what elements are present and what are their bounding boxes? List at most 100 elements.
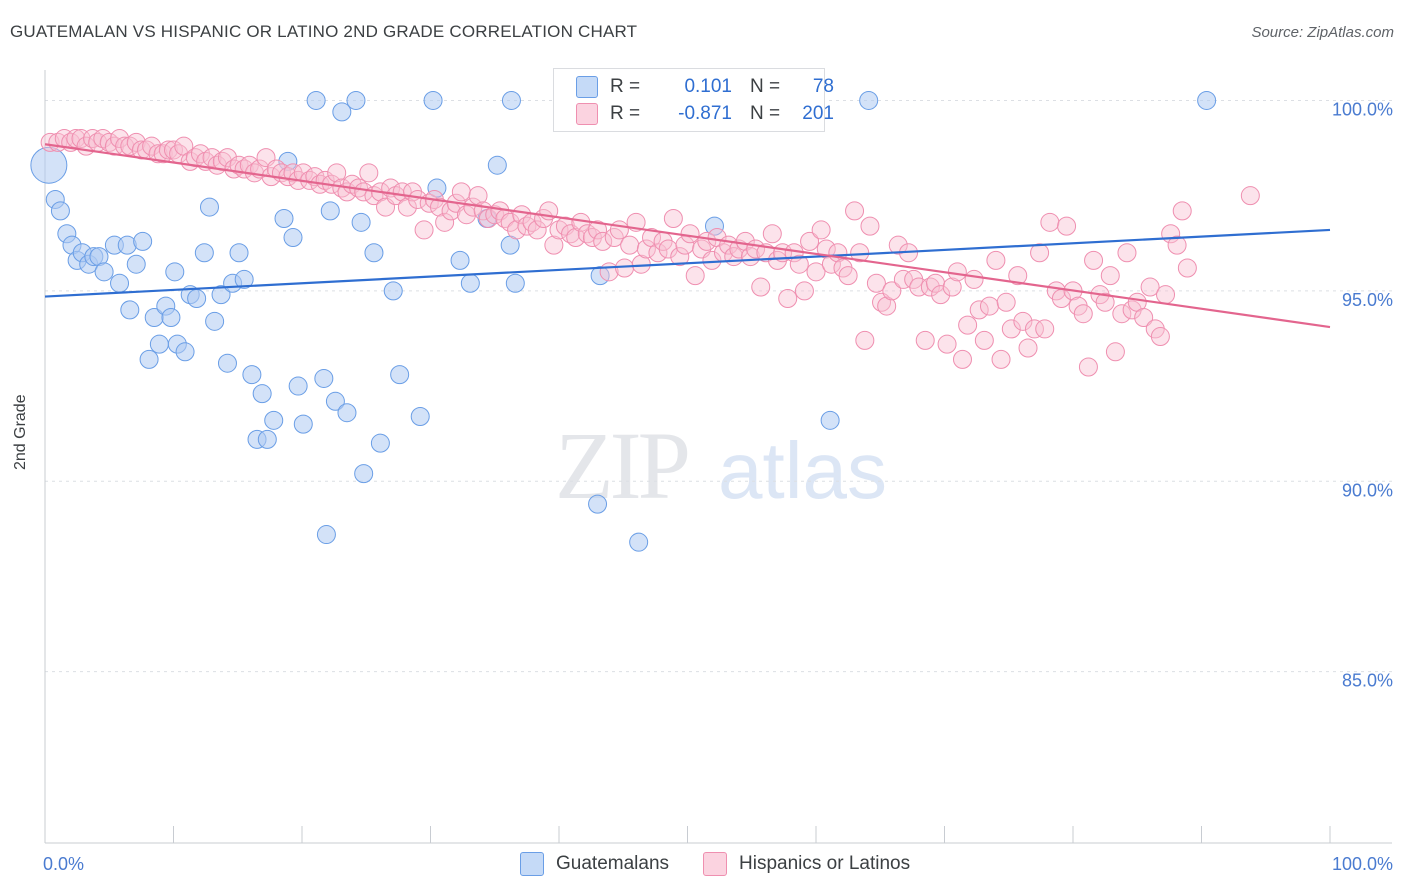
hispanic-point xyxy=(1057,216,1077,236)
hispanic-point xyxy=(1040,212,1060,232)
hispanic-point xyxy=(1084,250,1104,270)
hispanic-point xyxy=(229,155,249,175)
hispanic-point xyxy=(648,243,668,263)
guatemalan-point xyxy=(314,368,334,388)
hispanic-point xyxy=(414,220,434,240)
guatemalan-point xyxy=(460,273,480,293)
guatemalan-point xyxy=(194,243,214,263)
hispanic-point xyxy=(680,224,700,244)
hispanic-point xyxy=(1018,338,1038,358)
x-tick-label: 0.0% xyxy=(43,854,84,874)
hispanic-point xyxy=(636,239,656,259)
guatemalan-point xyxy=(704,216,724,236)
hispanic-point xyxy=(860,216,880,236)
hispanic-point xyxy=(164,140,183,160)
guatemalan-point xyxy=(264,410,284,430)
guatemalan-point xyxy=(199,197,219,217)
guatemalan-point xyxy=(423,90,443,110)
hispanic-point xyxy=(974,330,994,350)
hispanic-point xyxy=(588,220,608,240)
legend-swatch-guatemalans xyxy=(576,76,598,98)
guatemalan-point xyxy=(94,262,114,282)
guatemalan-point xyxy=(316,525,336,545)
hispanic-point xyxy=(702,250,722,270)
guatemalan-point xyxy=(629,532,649,552)
guatemalan-point xyxy=(354,464,374,484)
guatemalan-point xyxy=(252,384,272,404)
legend-n-value: 201 xyxy=(802,103,834,124)
guatemalan-point xyxy=(410,407,430,427)
guatemalan-point xyxy=(257,429,277,449)
series-legend-item-guatemalans: Guatemalans xyxy=(520,852,669,876)
legend-r-value: -0.871 xyxy=(678,103,732,124)
legend-r-label: R = xyxy=(610,103,641,124)
hispanic-point xyxy=(735,231,755,251)
guatemalan-point xyxy=(390,365,410,385)
hispanic-point xyxy=(1150,327,1170,347)
guatemalan-point xyxy=(283,228,303,248)
guatemalan-point xyxy=(175,342,195,362)
guatemalan-point xyxy=(859,90,879,110)
hispanic-point xyxy=(762,224,782,244)
hispanic-point xyxy=(845,201,865,221)
hispanic-point xyxy=(40,132,60,152)
guatemalan-point xyxy=(139,349,159,369)
watermark-zip: ZIP xyxy=(555,412,691,519)
hispanic-point xyxy=(986,250,1006,270)
series-label-guatemalans: Guatemalans xyxy=(556,853,670,874)
guatemalan-point xyxy=(383,281,403,301)
watermark-atlas: atlas xyxy=(718,426,887,515)
legend-r-value: 0.101 xyxy=(684,76,732,97)
guatemalan-point xyxy=(242,365,262,385)
series-legend-item-hispanics: Hispanics or Latinos xyxy=(703,852,910,876)
guatemalan-point xyxy=(110,273,130,293)
hispanic-point xyxy=(1013,311,1033,331)
hispanic-point xyxy=(99,132,119,152)
correlation-legend: R = 0.101 N = 78 R = -0.871 N = 201 xyxy=(553,68,834,132)
guatemalan-point xyxy=(120,300,140,320)
guatemalan-point xyxy=(325,391,345,411)
guatemalan-point xyxy=(370,433,390,453)
hispanic-point xyxy=(593,231,613,251)
hispanic-point xyxy=(670,247,690,267)
series-swatch-guatemalans xyxy=(520,852,544,876)
hispanic-point xyxy=(969,300,989,320)
guatemalan-point xyxy=(487,155,507,175)
hispanic-point xyxy=(507,220,527,240)
hispanic-point xyxy=(1024,319,1044,339)
hispanic-point xyxy=(1177,258,1197,278)
hispanic-point xyxy=(685,266,705,286)
hispanic-point xyxy=(877,296,897,316)
guatemalan-point xyxy=(450,250,470,270)
guatemalan-point xyxy=(337,403,357,423)
guatemalan-point xyxy=(278,151,298,171)
guatemalan-trend-line xyxy=(44,228,1331,298)
guatemalan-point xyxy=(346,90,366,110)
guatemalan-point xyxy=(50,201,70,221)
legend-row-guatemalans: R = 0.101 N = 78 xyxy=(576,75,834,99)
hispanic-point xyxy=(1140,277,1160,297)
hispanic-point xyxy=(1008,266,1028,286)
hispanic-point xyxy=(996,292,1016,312)
y-tick-label: 85.0% xyxy=(1342,671,1393,691)
hispanic-point xyxy=(397,197,417,217)
hispanic-point xyxy=(527,220,547,240)
hispanic-point xyxy=(888,235,908,255)
guatemalan-point xyxy=(187,288,207,308)
hispanic-point xyxy=(153,144,173,164)
hispanic-point xyxy=(158,140,178,160)
hispanic-point xyxy=(937,334,957,354)
guatemalan-point xyxy=(165,262,185,282)
guatemalan-point xyxy=(332,102,352,122)
guatemalan-point xyxy=(501,90,521,110)
hispanic-point xyxy=(468,186,488,206)
hispanic-point xyxy=(964,269,984,289)
hispanic-point xyxy=(789,254,809,274)
guatemalan-point xyxy=(133,231,153,251)
guatemalan-point xyxy=(588,494,608,514)
series-legend: Guatemalans Hispanics or Latinos xyxy=(520,852,944,876)
hispanic-point xyxy=(620,235,640,255)
hispanic-point xyxy=(485,205,505,225)
guatemalan-point xyxy=(161,308,181,328)
